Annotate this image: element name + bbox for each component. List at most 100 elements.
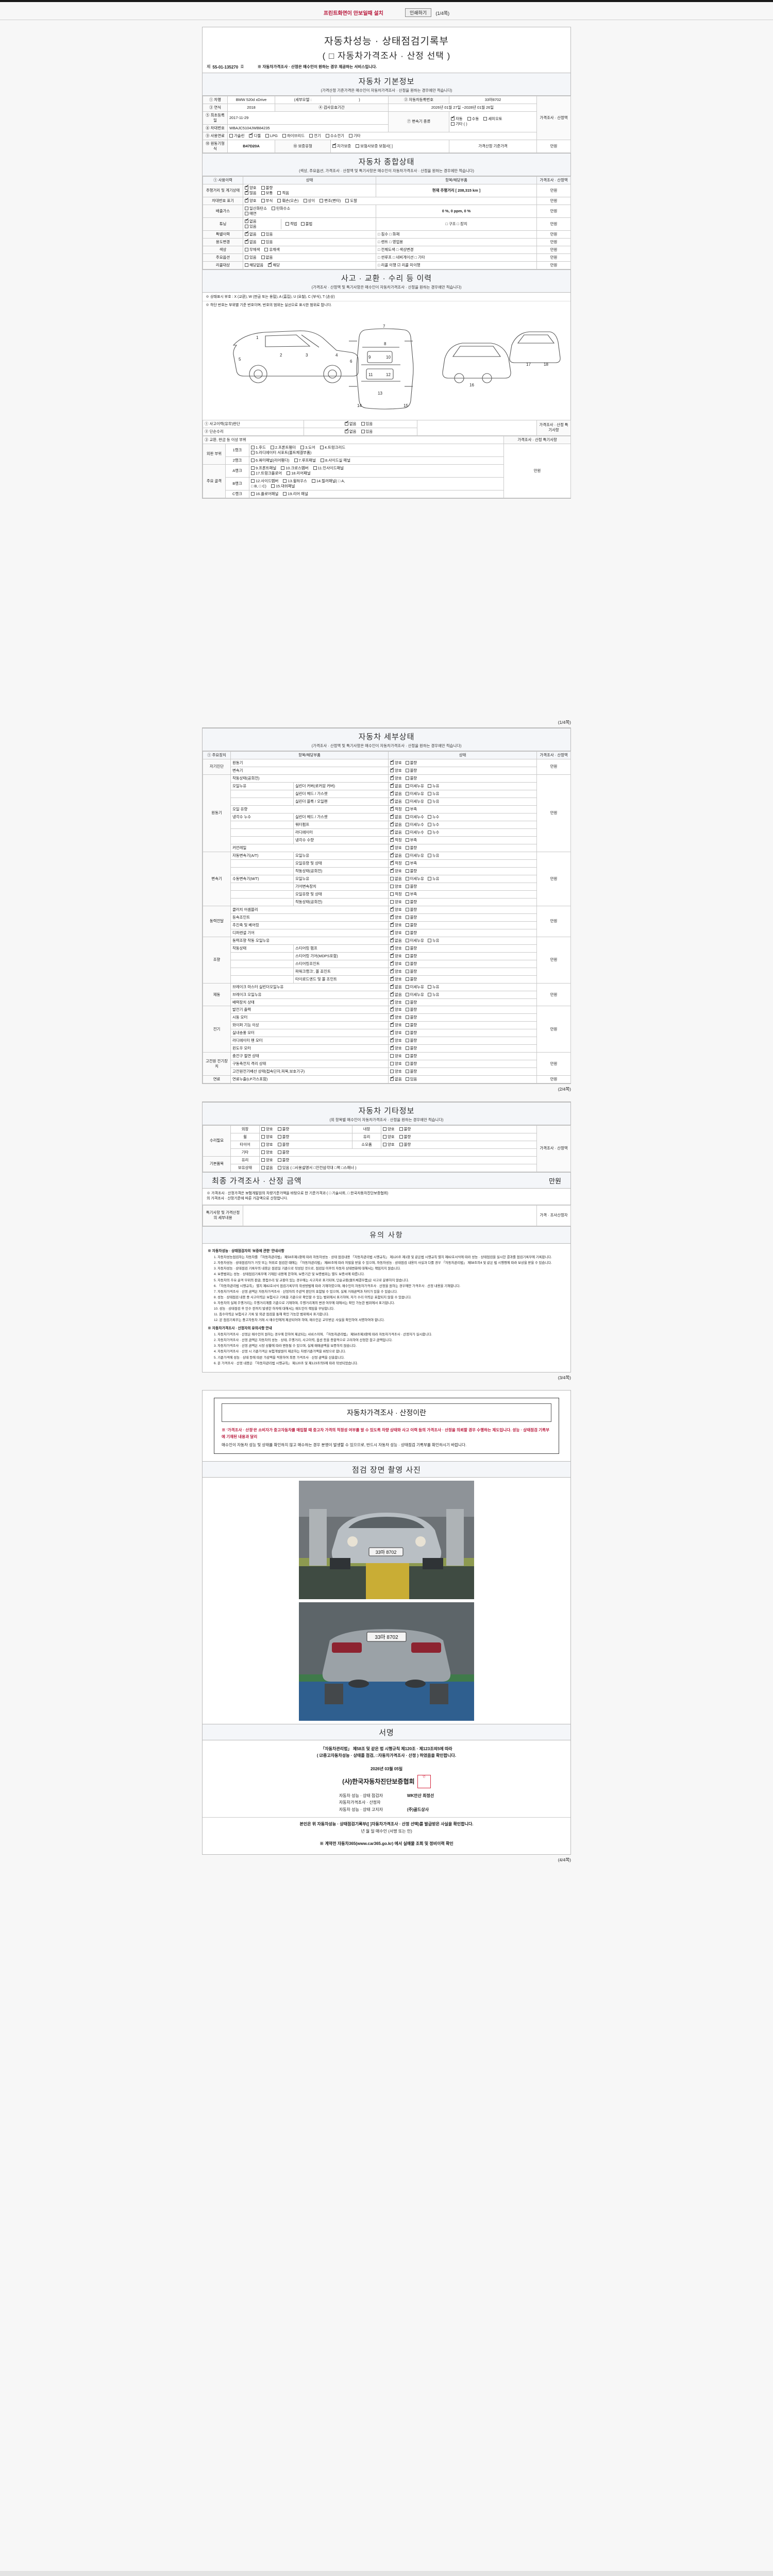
- vin-erased[interactable]: 도말: [345, 198, 357, 204]
- simple-yes[interactable]: 있음: [361, 429, 373, 434]
- detail-4-2-opt-0[interactable]: 양호: [390, 953, 402, 959]
- tuning-illegal[interactable]: 불법: [300, 222, 312, 227]
- detail-7-0-opt-1[interactable]: 불량: [405, 1054, 417, 1059]
- tuning-legal[interactable]: 적법: [285, 222, 297, 227]
- mileage-many[interactable]: 많음: [245, 190, 257, 196]
- detail-1-4-opt-0[interactable]: 적정: [390, 806, 402, 812]
- detail-0-1-opt-1[interactable]: 불량: [405, 768, 417, 773]
- vin-altered[interactable]: 변조(변타): [320, 198, 341, 204]
- detail-6-2-opt-0[interactable]: 양호: [390, 1022, 402, 1028]
- detail-3-2-opt-1[interactable]: 불량: [405, 923, 417, 928]
- part-side-sill-panel[interactable]: 8.사이드실 패널: [320, 458, 350, 463]
- detail-2-3-opt-1[interactable]: 미세누유: [405, 876, 424, 882]
- vin-good[interactable]: 양호: [245, 197, 257, 204]
- detail-5-2-opt-1[interactable]: 불량: [405, 1000, 417, 1005]
- detail-2-6-opt-0[interactable]: 양호: [390, 900, 402, 905]
- detail-3-1-opt-1[interactable]: 불량: [405, 915, 417, 920]
- detail-2-0-opt-0[interactable]: 없음: [390, 852, 402, 858]
- detail-1-1-opt-1[interactable]: 미세누유: [405, 784, 424, 789]
- options-yes[interactable]: 있음: [245, 255, 257, 260]
- trans-option-other[interactable]: 기타 ( ): [451, 122, 467, 127]
- detail-8-0-opt-1[interactable]: 있음: [405, 1077, 417, 1082]
- part-rear-panel-a[interactable]: 18.리어패널: [287, 471, 311, 476]
- detail-6-1-opt-0[interactable]: 양호: [390, 1014, 402, 1020]
- detail-4-0-opt-0[interactable]: 없음: [390, 937, 402, 943]
- detail-4-1-opt-1[interactable]: 불량: [405, 946, 417, 951]
- detail-2-5-opt-1[interactable]: 부족: [405, 892, 417, 897]
- detail-6-0-opt-1[interactable]: 불량: [405, 1007, 417, 1012]
- detail-2-0-opt-2[interactable]: 누유: [427, 853, 439, 858]
- detail-6-3-opt-1[interactable]: 불량: [405, 1030, 417, 1036]
- special-yes[interactable]: 있음: [261, 232, 273, 237]
- trans-option-auto[interactable]: 자동: [451, 115, 463, 122]
- detail-1-6-opt-2[interactable]: 누수: [427, 822, 439, 827]
- detail-6-2-opt-1[interactable]: 불량: [405, 1023, 417, 1028]
- detail-0-0-opt-1[interactable]: 불량: [405, 760, 417, 766]
- detail-4-3-opt-0[interactable]: 양호: [390, 960, 402, 967]
- detail-5-1-opt-1[interactable]: 미세누유: [405, 992, 424, 997]
- accident-yes[interactable]: 있음: [361, 421, 373, 427]
- wheel-bad[interactable]: 불량: [277, 1134, 289, 1140]
- detail-4-5-opt-1[interactable]: 불량: [405, 977, 417, 982]
- emission-hc[interactable]: 탄화수소: [272, 206, 290, 211]
- detail-5-0-opt-2[interactable]: 누유: [427, 985, 439, 990]
- detail-5-2-opt-0[interactable]: 양호: [390, 999, 402, 1005]
- detail-4-2-opt-1[interactable]: 불량: [405, 954, 417, 959]
- detail-1-4-opt-1[interactable]: 부족: [405, 807, 417, 812]
- detail-7-2-opt-0[interactable]: 양호: [390, 1069, 402, 1074]
- photo-rear[interactable]: 33마 8702: [299, 1602, 474, 1721]
- detail-1-5-opt-0[interactable]: 없음: [390, 814, 402, 820]
- detail-1-0-opt-0[interactable]: 양호: [390, 775, 402, 781]
- basic-glass-bad[interactable]: 불량: [277, 1158, 289, 1163]
- vin-different[interactable]: 상이: [303, 198, 315, 204]
- detail-6-0-opt-0[interactable]: 양호: [390, 1006, 402, 1012]
- detail-4-1-opt-0[interactable]: 양호: [390, 945, 402, 951]
- part-roof-panel[interactable]: 7.루프패널: [294, 458, 316, 463]
- detail-8-0-opt-0[interactable]: 없음: [390, 1076, 402, 1082]
- detail-2-3-opt-2[interactable]: 누유: [427, 876, 439, 882]
- detail-4-0-opt-2[interactable]: 누유: [427, 938, 439, 943]
- mileage-normal[interactable]: 보통: [261, 191, 273, 196]
- detail-6-3-opt-0[interactable]: 양호: [390, 1029, 402, 1036]
- wheel-good[interactable]: 양호: [261, 1134, 273, 1140]
- recall-applicable[interactable]: 해당: [268, 262, 280, 268]
- tuning-yes[interactable]: 있음: [245, 224, 257, 229]
- part-wheel-house[interactable]: 13.휠하우스: [283, 479, 307, 484]
- trans-option-semiauto[interactable]: 세미오토: [483, 116, 502, 122]
- detail-3-0-opt-0[interactable]: 양호: [390, 906, 402, 912]
- detail-1-9-opt-0[interactable]: 양호: [390, 844, 402, 851]
- part-door[interactable]: 3.도어: [300, 445, 315, 450]
- detail-2-3-opt-0[interactable]: 없음: [390, 876, 402, 882]
- part-quarter-panel[interactable]: 6.쿼터패널(리어휀다): [251, 458, 289, 463]
- part-pillar-bc[interactable]: □ B, □ C): [251, 483, 266, 488]
- detail-7-0-opt-0[interactable]: 양호: [390, 1054, 402, 1059]
- detail-6-5-opt-1[interactable]: 불량: [405, 1046, 417, 1051]
- detail-1-5-opt-1[interactable]: 미세누수: [405, 815, 424, 820]
- part-floor-panel[interactable]: 16.플로어패널: [251, 492, 278, 497]
- detail-6-1-opt-1[interactable]: 불량: [405, 1015, 417, 1020]
- detail-6-4-opt-1[interactable]: 불량: [405, 1038, 417, 1043]
- print-button[interactable]: 인쇄하기: [405, 8, 432, 17]
- fuel-option-diesel[interactable]: 디젤: [249, 132, 261, 139]
- part-inside-panel[interactable]: 11.인사이드패널: [313, 466, 344, 471]
- glass-bad[interactable]: 불량: [399, 1134, 411, 1140]
- ext-good[interactable]: 양호: [261, 1127, 273, 1132]
- detail-3-1-opt-0[interactable]: 양호: [390, 914, 402, 920]
- detail-2-1-opt-0[interactable]: 적정: [390, 860, 402, 866]
- part-radiator-support[interactable]: 5.라디에이터 서포트(볼트체결부품): [251, 450, 311, 455]
- color-chromatic[interactable]: 유채색: [264, 247, 280, 252]
- detail-1-9-opt-1[interactable]: 불량: [405, 845, 417, 851]
- recall-na[interactable]: 해당없음: [245, 263, 263, 268]
- detail-1-1-opt-0[interactable]: 없음: [390, 783, 402, 789]
- glass-good[interactable]: 양호: [383, 1134, 395, 1140]
- detail-2-2-opt-1[interactable]: 불량: [405, 869, 417, 874]
- detail-1-2-opt-1[interactable]: 미세누유: [405, 791, 424, 796]
- accident-none[interactable]: 없음: [344, 420, 356, 427]
- detail-2-2-opt-0[interactable]: 양호: [390, 868, 402, 874]
- part-front-fender[interactable]: 2.프론트휀더: [270, 445, 296, 450]
- detail-1-7-opt-0[interactable]: 없음: [390, 829, 402, 835]
- part-rear-panel-c[interactable]: 19.리어 패널: [283, 492, 308, 497]
- detail-1-7-opt-2[interactable]: 누수: [427, 830, 439, 835]
- detail-1-3-opt-2[interactable]: 누유: [427, 799, 439, 804]
